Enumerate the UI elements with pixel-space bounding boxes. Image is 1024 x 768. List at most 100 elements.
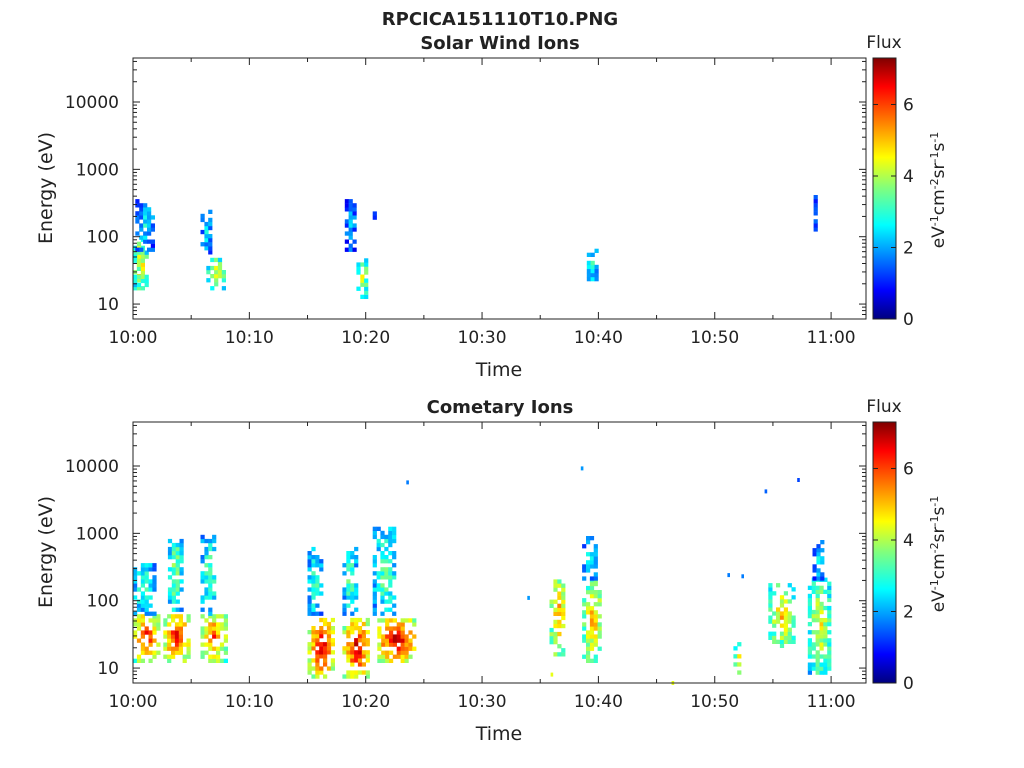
heatmap-cell: [143, 215, 148, 220]
heatmap-cell: [408, 618, 413, 623]
heatmap-cell: [376, 575, 381, 580]
heatmap-cell: [381, 638, 386, 643]
heatmap-cell: [827, 642, 832, 647]
heatmap-cell: [819, 670, 824, 675]
heatmap-cell: [163, 654, 168, 659]
heatmap-cell: [217, 274, 223, 279]
heatmap-cell: [319, 646, 324, 651]
heatmap-cell: [589, 658, 595, 663]
heatmap-cell: [171, 650, 176, 655]
heatmap-cell: [807, 654, 812, 659]
heatmap-cell: [350, 674, 355, 679]
heatmap-cell: [807, 622, 812, 627]
colorbar-tick-label: 2: [903, 238, 914, 258]
heatmap-cell: [152, 630, 157, 635]
heatmap-cell: [147, 207, 152, 212]
heatmap-cell: [350, 563, 355, 568]
heatmap-cell: [396, 638, 401, 643]
heatmap-cell: [171, 630, 176, 635]
heatmap-cell: [823, 630, 828, 635]
heatmap-cell: [323, 630, 328, 635]
heatmap-cell: [380, 599, 385, 604]
heatmap-cell: [815, 670, 820, 675]
heatmap-cell: [208, 221, 213, 227]
heatmap-cell: [384, 559, 389, 564]
heatmap-cell: [208, 611, 213, 616]
heatmap-cell: [200, 579, 205, 584]
heatmap-cell: [133, 611, 138, 616]
heatmap-cell: [380, 595, 385, 600]
heatmap-cell: [372, 526, 377, 531]
heatmap-cell: [772, 623, 777, 628]
heatmap-cell: [816, 568, 821, 573]
heatmap-cell: [783, 591, 788, 596]
heatmap-cell: [820, 548, 825, 553]
heatmap-cell: [557, 623, 562, 629]
heatmap-cell: [380, 583, 385, 588]
heatmap-cell: [561, 652, 566, 657]
heatmap-cell: [311, 607, 316, 612]
heatmap-cell: [819, 638, 824, 643]
heatmap-cell: [589, 536, 595, 541]
heatmap-cell: [179, 571, 184, 576]
heatmap-cell: [208, 587, 213, 592]
heatmap-cell: [221, 286, 226, 291]
heatmap-cell: [392, 611, 397, 616]
heatmap-cell: [200, 571, 205, 576]
heatmap-cell: [144, 579, 149, 584]
heatmap-cell: [396, 634, 401, 639]
heatmap-cell: [776, 615, 781, 620]
heatmap-cell: [150, 227, 155, 232]
heatmap-cell: [823, 589, 828, 594]
heatmap-cell: [737, 642, 742, 647]
heatmap-cell: [208, 238, 213, 243]
heatmap-cell: [330, 650, 335, 655]
heatmap-cell: [586, 252, 591, 257]
heatmap-cell: [561, 591, 566, 596]
heatmap-cell: [163, 646, 168, 651]
heatmap-cell: [392, 638, 397, 643]
heatmap-cell: [135, 215, 140, 220]
heatmap-cell: [791, 595, 796, 600]
heatmap-cell: [315, 603, 320, 608]
heatmap-cell: [392, 654, 397, 659]
heatmap-cell: [171, 587, 176, 592]
heatmap-cell: [204, 642, 209, 647]
heatmap-cell: [783, 611, 788, 616]
heatmap-cell: [156, 642, 161, 647]
heatmap-cell: [186, 638, 191, 643]
heatmap-cell: [346, 583, 351, 588]
x-tick-label: 10:00: [109, 328, 158, 348]
heatmap-cell: [140, 567, 145, 572]
heatmap-cell: [319, 583, 324, 588]
heatmap-cell: [354, 617, 359, 623]
heatmap-cell: [139, 215, 144, 220]
heatmap-cell: [827, 609, 832, 615]
heatmap-cell: [593, 560, 598, 565]
x-tick-label: 10:40: [574, 692, 623, 712]
heatmap-cell: [174, 626, 180, 631]
heatmap-cell: [737, 662, 742, 667]
heatmap-cell: [392, 642, 397, 647]
heatmap-cell: [352, 203, 357, 208]
heatmap-cell: [779, 603, 785, 608]
heatmap-cell: [342, 626, 347, 631]
heatmap-cell: [311, 571, 316, 576]
heatmap-cell: [150, 215, 155, 220]
heatmap-cell: [392, 563, 397, 568]
heatmap-cell: [783, 631, 788, 636]
colorbar-tick-label: 0: [903, 310, 914, 330]
heatmap-cell: [216, 614, 221, 619]
heatmap-cell: [319, 666, 324, 671]
heatmap-cell: [342, 674, 347, 679]
colorbar-tick-label: 4: [903, 531, 914, 551]
heatmap-cell: [354, 670, 359, 675]
heatmap-cell: [553, 619, 558, 625]
heatmap-cell: [553, 599, 558, 604]
heatmap-cell: [208, 658, 213, 663]
heatmap-cell: [549, 627, 554, 633]
heatmap-cell: [352, 211, 357, 216]
heatmap-cell: [377, 658, 382, 663]
heatmap-cell: [586, 536, 591, 541]
